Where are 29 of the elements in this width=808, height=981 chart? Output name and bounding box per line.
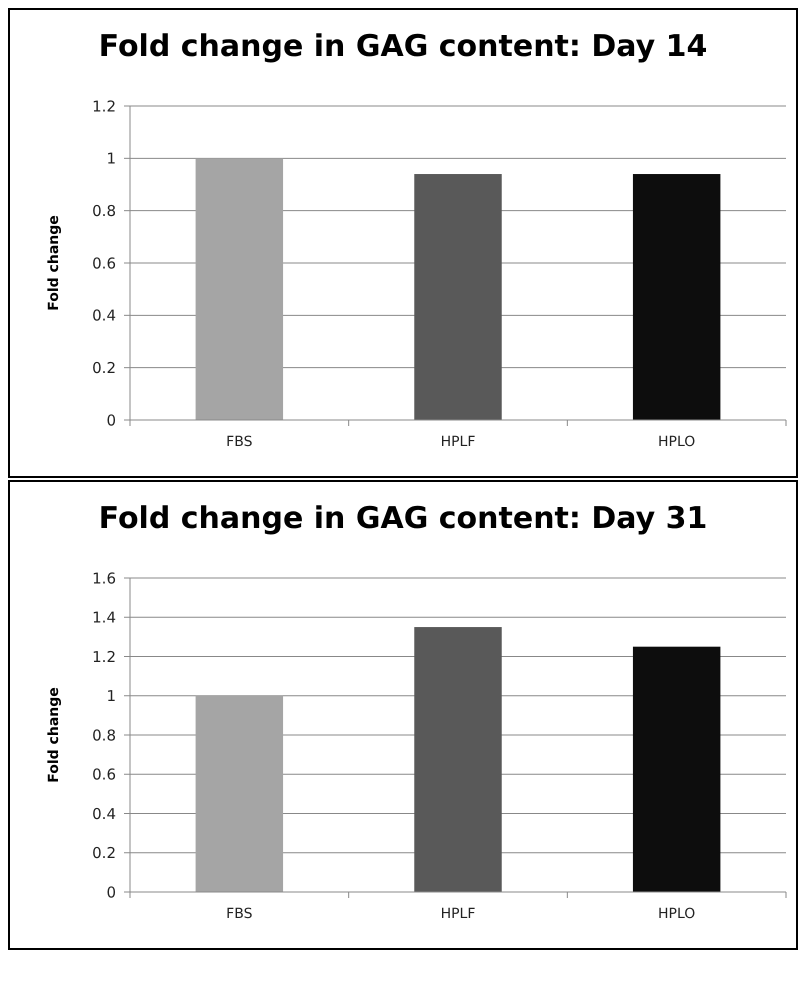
y-tick-label: 1	[106, 150, 116, 168]
y-tick-label: 0.8	[92, 726, 116, 744]
x-tick-label: HPLF	[440, 434, 476, 450]
bar	[632, 646, 720, 892]
y-tick-label: 1.6	[92, 569, 116, 588]
bar	[196, 696, 284, 892]
y-tick-label: 0.6	[92, 254, 116, 272]
y-axis-title: Fold change	[46, 687, 62, 783]
y-tick-label: 1	[106, 687, 116, 705]
y-tick-label: 1.4	[92, 608, 116, 626]
x-tick-label: FBS	[226, 906, 253, 922]
y-tick-label: 0.6	[92, 766, 116, 784]
bar	[414, 627, 502, 892]
x-tick-label: HPLO	[658, 434, 696, 450]
y-axis-title: Fold change	[46, 215, 62, 311]
y-tick-label: 1.2	[92, 97, 116, 116]
y-tick-label: 1.2	[92, 648, 116, 666]
x-tick-label: FBS	[226, 434, 253, 450]
y-tick-label: 0	[106, 883, 116, 902]
x-tick-label: HPLO	[658, 906, 696, 922]
y-tick-label: 0	[106, 411, 116, 430]
y-tick-label: 0.8	[92, 202, 116, 220]
chart-title: Fold change in GAG content: Day 31	[98, 501, 708, 536]
y-tick-label: 0.4	[92, 306, 116, 325]
y-tick-label: 0.2	[92, 844, 116, 862]
y-tick-label: 0.2	[92, 358, 116, 377]
x-tick-label: HPLF	[440, 906, 476, 922]
chart-title: Fold change in GAG content: Day 14	[98, 29, 708, 64]
y-tick-label: 0.4	[92, 804, 116, 823]
